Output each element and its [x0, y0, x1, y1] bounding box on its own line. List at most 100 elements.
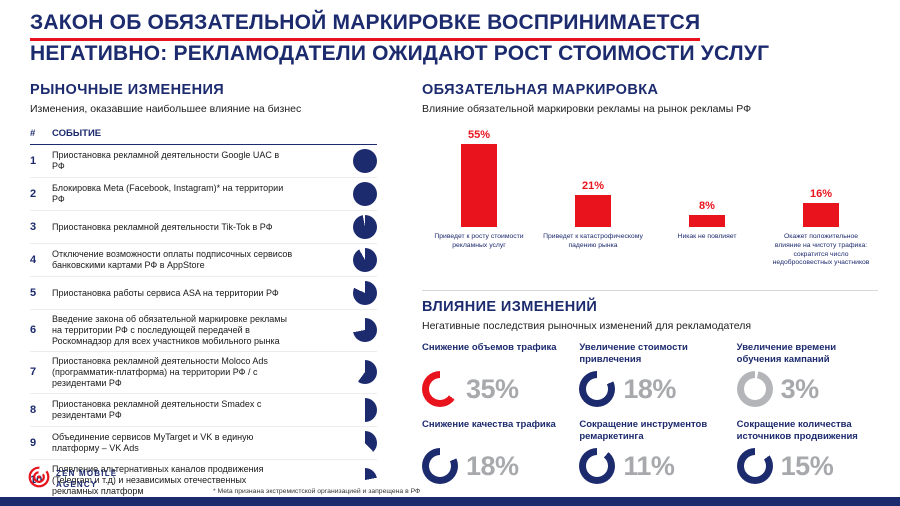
logo-line-2: AGENCY: [56, 479, 98, 489]
impact-stat: Снижение качества трафика 18%: [422, 419, 563, 484]
event-rank: 5: [30, 287, 37, 299]
market-changes-heading: РЫНОЧНЫЕ ИЗМЕНЕНИЯ: [30, 82, 225, 98]
stat-label: Увеличение стоимости привлечения: [579, 342, 688, 365]
marking-subtitle: Влияние обязательной маркировки рекламы …: [422, 103, 752, 115]
event-rank: 8: [30, 403, 37, 416]
bar-category-label: Никак не повлияет: [677, 233, 737, 240]
event-text: Приостановка работы сервиса ASA на терри…: [52, 287, 279, 298]
market-changes-subtitle: Изменения, оказавшие наибольшее влияние …: [30, 103, 302, 115]
impact-stat: Увеличение стоимости привлечения 18%: [579, 342, 720, 407]
bar-category-label: Окажет положительное влияние на чистоту …: [772, 233, 870, 267]
events-table: 1 Приостановка рекламной деятельности Go…: [30, 145, 377, 501]
logo-swirl-icon: [28, 466, 50, 493]
bar: [461, 144, 497, 227]
table-row: 3 Приостановка рекламной деятельности Ti…: [30, 211, 377, 244]
marking-heading: ОБЯЗАТЕЛЬНАЯ МАРКИРОВКА: [422, 82, 659, 98]
market-changes-section: РЫНОЧНЫЕ ИЗМЕНЕНИЯ Изменения, оказавшие …: [30, 82, 377, 501]
table-row: 5 Приостановка работы сервиса ASA на тер…: [30, 277, 377, 310]
rank-pie-icon: [353, 430, 377, 455]
impact-stat: Сокращение инструментов ремаркетинга 11%: [579, 419, 720, 484]
event-text: Блокировка Meta (Facebook, Instagram)* н…: [52, 183, 284, 204]
logo-text: ZEN MOBILE AGENCY: [56, 469, 117, 491]
rank-pie-icon: [353, 468, 377, 493]
bar: [575, 195, 611, 227]
stat-label: Снижение качества трафика: [422, 419, 556, 430]
bar-chart: 55% Приведет к росту стоимости рекламных…: [422, 125, 878, 273]
title-line-1: ЗАКОН ОБ ОБЯЗАТЕЛЬНОЙ МАРКИРОВКЕ ВОСПРИН…: [30, 10, 701, 41]
event-text: Объединение сервисов MyTarget и VK в еди…: [52, 431, 254, 453]
event-rank: 3: [30, 221, 37, 233]
table-header: # СОБЫТИЕ: [30, 128, 377, 145]
table-row: 2 Блокировка Meta (Facebook, Instagram)*…: [30, 178, 377, 211]
rank-pie-icon: [353, 149, 377, 173]
zen-mobile-agency-logo: ZEN MOBILE AGENCY: [28, 466, 117, 493]
donut-icon: [579, 448, 616, 484]
stat-value: 18%: [623, 373, 676, 404]
bar-category-label: Приведет к росту стоимости рекламных усл…: [434, 233, 524, 249]
stat-label: Снижение объемов трафика: [422, 342, 557, 353]
event-rank: 9: [30, 436, 37, 449]
stat-value: 11%: [623, 450, 675, 481]
stat-value: 15%: [780, 450, 834, 481]
bar-category-label: Приведет к катастрофическому падению рын…: [543, 233, 643, 249]
marking-section: ОБЯЗАТЕЛЬНАЯ МАРКИРОВКА Влияние обязател…: [422, 82, 878, 273]
donut-icon: [422, 448, 458, 484]
table-row: 1 Приостановка рекламной деятельности Go…: [30, 145, 377, 178]
bar: [689, 215, 725, 227]
rank-pie-icon: [353, 182, 377, 206]
stat-value: 35%: [466, 373, 519, 404]
donut-icon: [736, 371, 773, 407]
table-row: 9 Объединение сервисов MyTarget и VK в е…: [30, 427, 377, 460]
section-divider: [422, 290, 878, 291]
column-rank: #: [30, 128, 36, 139]
bar-value-label: 55%: [467, 129, 491, 141]
donut-icon: [579, 371, 616, 407]
stat-value: 18%: [466, 450, 519, 481]
event-text: Введение закона об обязательной маркиров…: [52, 314, 287, 346]
bar-column: 16% Окажет положительное влияние на чист…: [764, 125, 878, 273]
rank-pie-icon: [353, 397, 377, 422]
table-row: 4 Отключение возможности оплаты подписоч…: [30, 244, 377, 277]
impact-subtitle: Негативные последствия рыночных изменени…: [422, 320, 752, 332]
title-line-2: НЕГАТИВНО: РЕКЛАМОДАТЕЛИ ОЖИДАЮТ РОСТ СТ…: [30, 41, 770, 65]
table-row: 6 Введение закона об обязательной маркир…: [30, 310, 377, 352]
page-title: ЗАКОН ОБ ОБЯЗАТЕЛЬНОЙ МАРКИРОВКЕ ВОСПРИН…: [30, 10, 878, 68]
donut-icon: [736, 448, 773, 484]
column-event: СОБЫТИЕ: [52, 128, 102, 139]
event-rank: 4: [30, 254, 37, 266]
logo-line-1: ZEN MOBILE: [56, 468, 118, 478]
impact-stat: Снижение объемов трафика 35%: [422, 342, 563, 407]
bar: [803, 203, 839, 227]
event-rank: 2: [30, 188, 37, 200]
bar-value-label: 21%: [581, 180, 605, 192]
meta-footnote: * Meta признана экстремистской организац…: [213, 488, 421, 495]
table-row: 8 Приостановка рекламной деятельности Sm…: [30, 394, 377, 427]
event-text: Приостановка рекламной деятельности Goog…: [52, 150, 280, 171]
impact-stat: Увеличение времени обучения кампаний 3%: [736, 342, 878, 407]
bar-column: 55% Приведет к росту стоимости рекламных…: [422, 125, 536, 273]
event-rank: 6: [30, 324, 37, 337]
event-rank: 7: [30, 366, 37, 379]
bar-value-label: 8%: [699, 200, 715, 212]
event-text: Появление альтернативных каналов продвиж…: [52, 463, 264, 496]
bottom-accent-bar: [0, 497, 900, 506]
stat-label: Увеличение времени обучения кампаний: [736, 342, 837, 365]
rank-pie-icon: [353, 360, 377, 385]
impact-stat: Сокращение количества источников продвиж…: [736, 419, 878, 484]
impact-section: ВЛИЯНИЕ ИЗМЕНЕНИЙ Негативные последствия…: [422, 299, 878, 484]
stat-label: Сокращение инструментов ремаркетинга: [579, 419, 708, 442]
stat-value: 3%: [780, 373, 820, 404]
rank-pie-icon: [353, 318, 377, 343]
event-text: Приостановка рекламной деятельности Molo…: [52, 355, 268, 388]
table-row: 7 Приостановка рекламной деятельности Mo…: [30, 352, 377, 394]
rank-pie-icon: [353, 215, 377, 239]
donut-icon: [422, 371, 458, 407]
event-text: Приостановка рекламной деятельности Tik-…: [52, 221, 273, 232]
rank-pie-icon: [353, 248, 377, 272]
bar-value-label: 16%: [809, 188, 833, 200]
event-text: Отключение возможности оплаты подписочны…: [52, 249, 293, 270]
impact-stats-grid: Снижение объемов трафика 35% Увеличение …: [422, 342, 878, 484]
event-rank: 1: [30, 155, 37, 167]
bar-column: 8% Никак не повлияет: [650, 125, 764, 273]
event-text: Приостановка рекламной деятельности Smad…: [52, 398, 262, 420]
